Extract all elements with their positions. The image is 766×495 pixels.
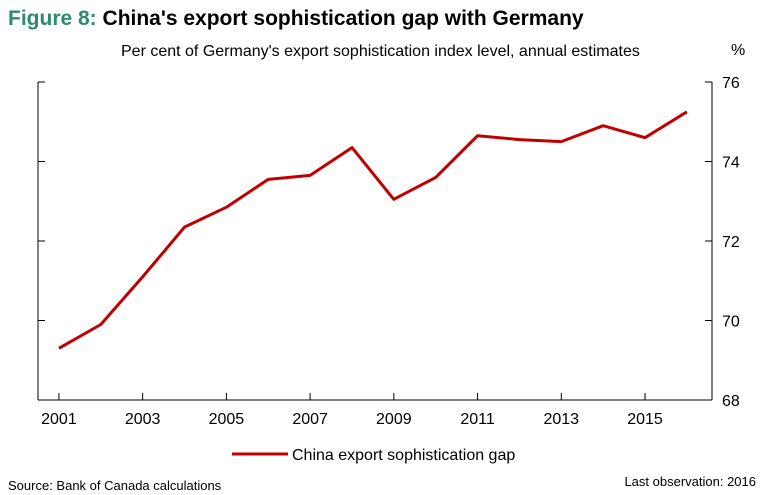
source-note: Source: Bank of Canada calculations [8,478,222,493]
x-tick-label: 2011 [460,411,495,428]
y-tick-label: 70 [722,314,740,331]
y-tick-label: 74 [722,155,740,172]
figure-subtitle: Per cent of Germany's export sophisticat… [121,43,640,60]
x-tick-label: 2009 [376,411,412,428]
x-tick-label: 2001 [41,411,77,428]
y-tick-label: 68 [722,393,740,410]
x-tick-label: 2015 [627,411,663,428]
legend-label: China export sophistication gap [292,447,515,464]
y-axis-unit: % [731,42,746,59]
x-tick-label: 2013 [543,411,579,428]
y-tick-label: 76 [722,75,740,92]
x-tick-label: 2003 [125,411,161,428]
series-line-china-export-sophistication-gap [58,110,688,350]
figure-number: Figure 8: [8,7,97,30]
x-tick-label: 2005 [209,411,245,428]
last-observation-note: Last observation: 2016 [624,474,756,489]
x-tick-label: 2007 [292,411,328,428]
figure-title: Figure 8: China's export sophistication … [8,7,584,31]
figure-title-text: China's export sophistication gap with G… [102,7,584,30]
y-tick-label: 72 [722,234,740,251]
